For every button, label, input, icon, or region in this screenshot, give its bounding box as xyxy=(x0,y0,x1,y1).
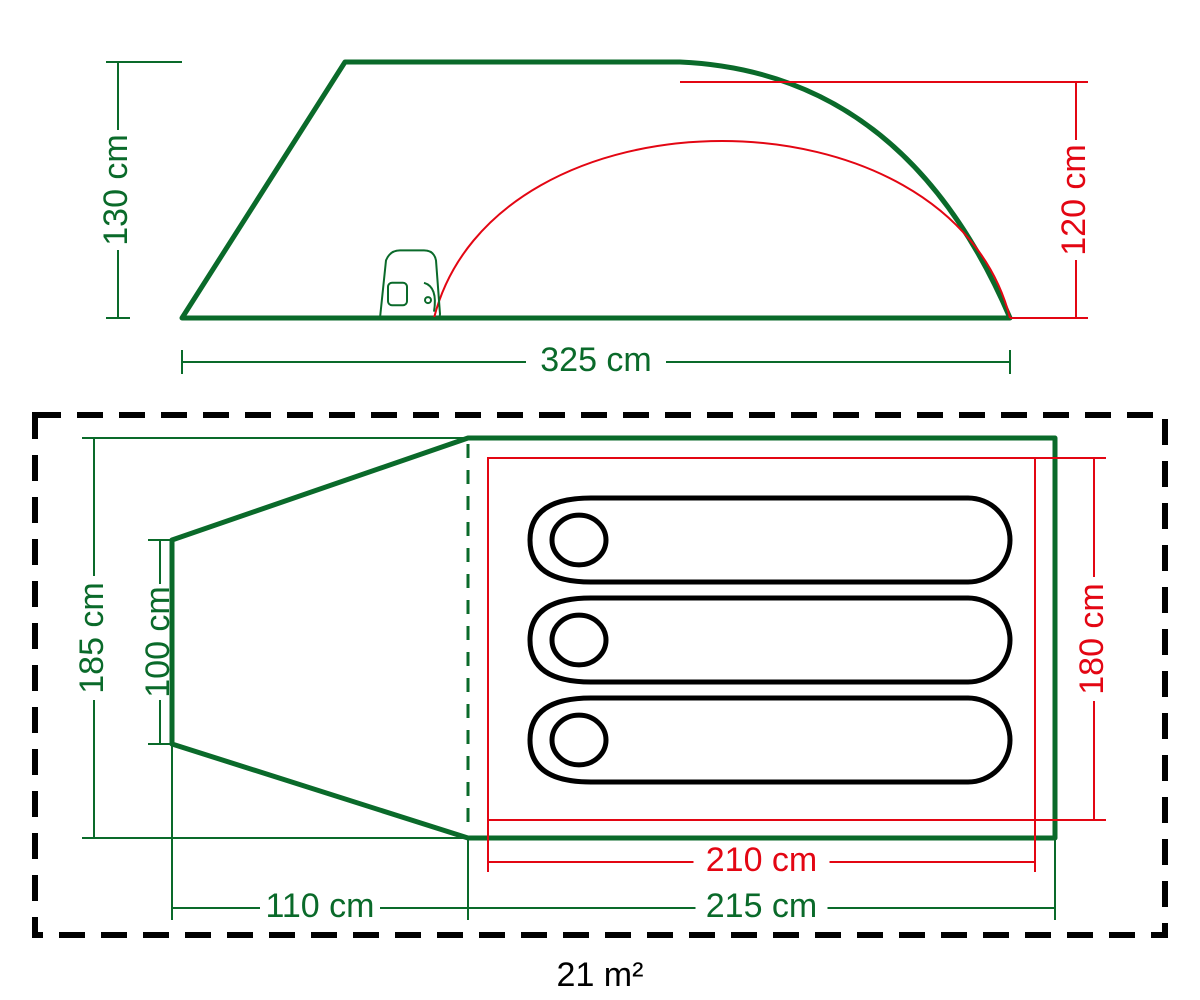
dimension-label: 100 cm xyxy=(139,586,177,698)
sleeping-bag xyxy=(530,498,1010,582)
dimension-label: 210 cm xyxy=(706,841,818,879)
dimension-label: 325 cm xyxy=(540,341,652,379)
dimension-label: 110 cm xyxy=(266,887,375,925)
sleeping-bag xyxy=(530,698,1010,782)
backpack-icon xyxy=(380,250,440,318)
dimension-label: 215 cm xyxy=(706,887,818,925)
dimension-label: 185 cm xyxy=(73,582,111,694)
footprint-area-label: 21 m² xyxy=(557,956,644,994)
sleeping-bag xyxy=(530,598,1010,682)
dimension-label: 120 cm xyxy=(1055,144,1093,256)
dimension-label: 180 cm xyxy=(1073,583,1111,695)
dimension-label: 130 cm xyxy=(97,134,135,246)
